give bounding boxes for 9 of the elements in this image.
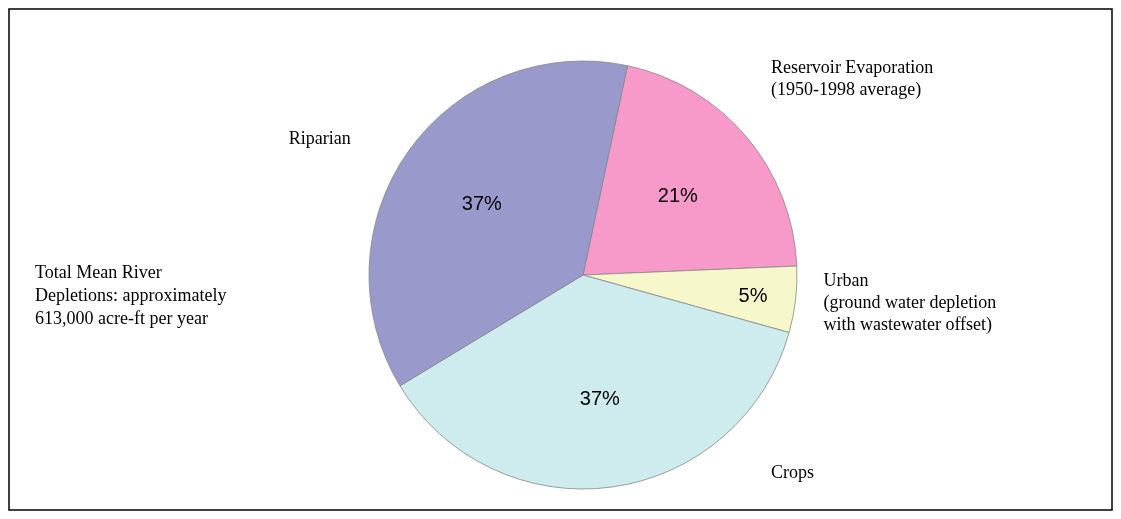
data-label: 37% <box>461 192 503 215</box>
data-label: 37% <box>579 386 621 409</box>
slice-label: Reservoir Evaporation (1950-1998 average) <box>770 57 934 101</box>
data-label: 5% <box>738 283 768 306</box>
slice-label: Crops <box>770 461 814 482</box>
data-label: 21% <box>657 183 699 206</box>
text: Total Mean River Depletions: approximately 613,000 acre-ft per year <box>35 262 227 328</box>
slice-label: Riparian <box>288 128 351 149</box>
slice-label: Urban (ground water depletion with wastewater offset) <box>823 270 997 336</box>
